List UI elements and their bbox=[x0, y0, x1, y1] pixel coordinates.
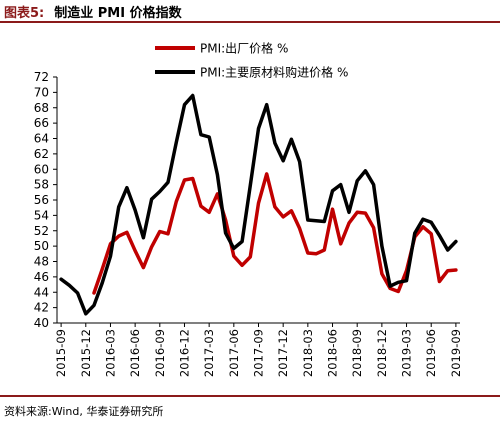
x-tick-label: 2018-03 bbox=[301, 329, 315, 377]
x-tick-label: 2017-03 bbox=[202, 329, 216, 377]
y-tick-label: 40 bbox=[34, 316, 49, 330]
x-tick-label: 2017-06 bbox=[227, 329, 241, 377]
x-tick-label: 2019-06 bbox=[424, 329, 438, 377]
figure-label: 图表5: bbox=[4, 6, 45, 21]
y-tick-label: 52 bbox=[34, 224, 49, 238]
figure-title: 制造业 PMI 价格指数 bbox=[54, 6, 182, 21]
x-tick-label: 2018-12 bbox=[375, 329, 389, 377]
title-divider bbox=[0, 21, 500, 23]
x-tick-label: 2016-03 bbox=[103, 329, 117, 377]
x-tick-label: 2017-09 bbox=[252, 329, 266, 377]
y-tick-label: 60 bbox=[34, 162, 49, 176]
y-tick-label: 46 bbox=[34, 270, 49, 284]
x-tick-label: 2015-09 bbox=[54, 329, 68, 377]
y-tick-label: 56 bbox=[34, 193, 49, 207]
series-line-2 bbox=[59, 93, 458, 316]
x-tick-label: 2016-06 bbox=[128, 329, 142, 377]
x-tick-label: 2018-06 bbox=[326, 329, 340, 377]
y-tick-label: 66 bbox=[34, 116, 49, 130]
x-tick-label: 2015-12 bbox=[79, 329, 93, 377]
y-tick-label: 50 bbox=[34, 239, 49, 253]
x-tick-label: 2019-03 bbox=[400, 329, 414, 377]
legend-label-2: PMI:主要原材料购进价格 % bbox=[200, 65, 348, 80]
source-divider bbox=[0, 395, 500, 397]
x-tick-label: 2017-12 bbox=[276, 329, 290, 377]
series-line-1 bbox=[92, 172, 458, 295]
x-tick-label: 2019-09 bbox=[449, 329, 463, 377]
x-tick-label: 2016-12 bbox=[177, 329, 191, 377]
source-note: 资料来源:Wind, 华泰证券研究所 bbox=[4, 405, 164, 418]
legend-label-1: PMI:出厂价格 % bbox=[200, 41, 288, 56]
y-tick-label: 44 bbox=[34, 285, 49, 299]
y-tick-label: 62 bbox=[34, 147, 49, 161]
y-tick-label: 70 bbox=[34, 85, 49, 99]
y-tick-label: 64 bbox=[34, 132, 49, 146]
y-tick-label: 42 bbox=[34, 301, 49, 315]
y-tick-label: 68 bbox=[34, 101, 49, 115]
y-tick-label: 58 bbox=[34, 178, 49, 192]
x-tick-label: 2016-09 bbox=[153, 329, 167, 377]
x-tick-label: 2018-09 bbox=[350, 329, 364, 377]
chart-title: 图表5: 制造业 PMI 价格指数 bbox=[4, 2, 182, 21]
y-tick-label: 72 bbox=[34, 70, 49, 84]
y-tick-label: 54 bbox=[34, 208, 49, 222]
y-tick-label: 48 bbox=[34, 255, 49, 269]
